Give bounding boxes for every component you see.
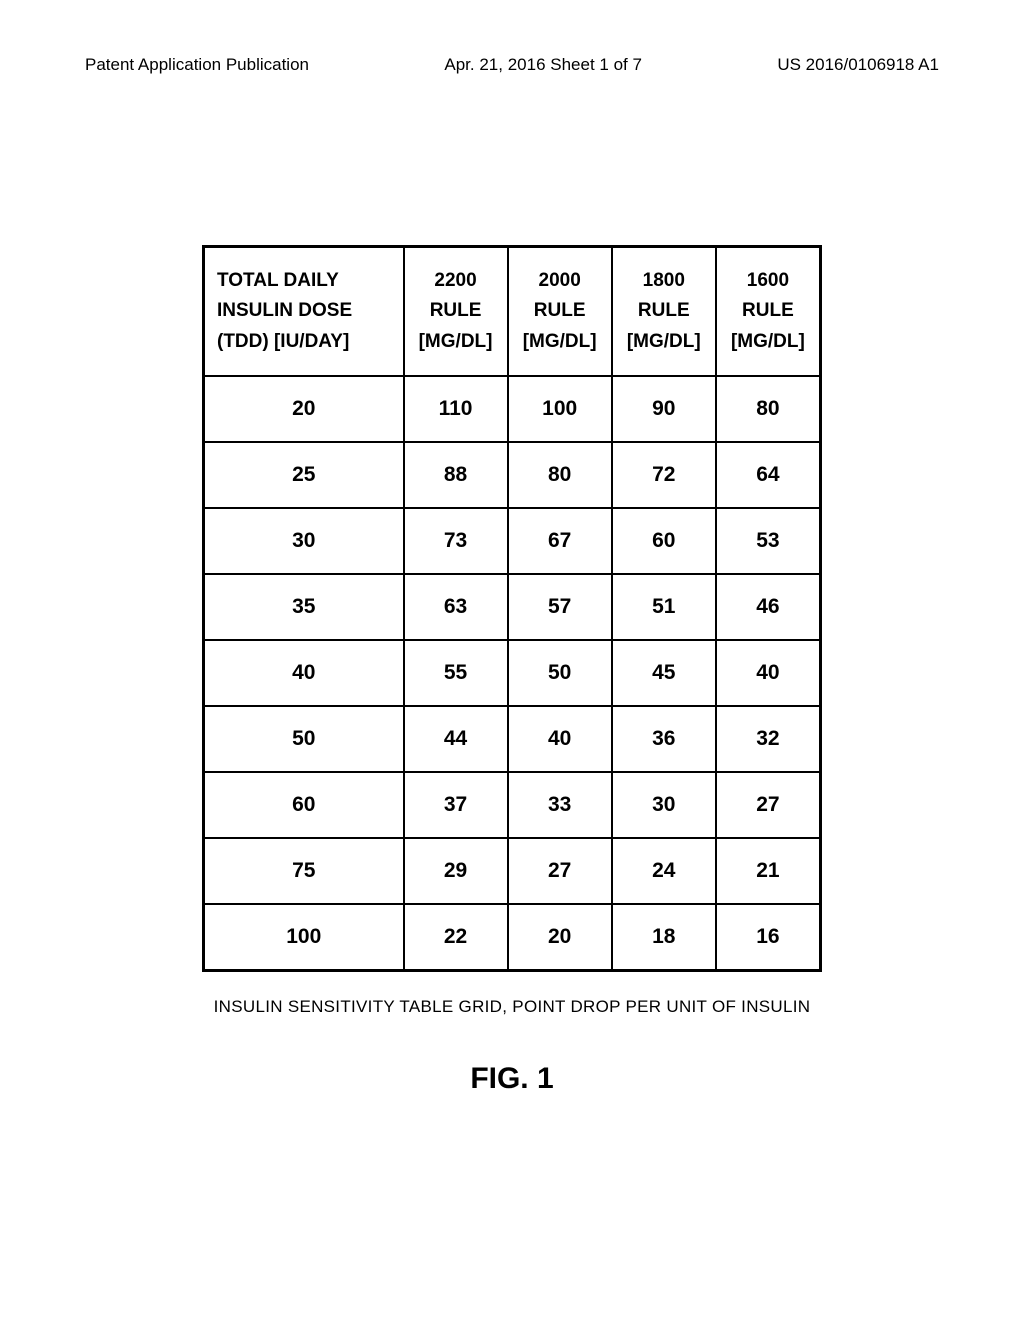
insulin-sensitivity-table: TOTAL DAILY INSULIN DOSE (TDD) [IU/DAY] … <box>202 245 822 972</box>
table-row: 40 55 50 45 40 <box>204 640 821 706</box>
cell-1800: 36 <box>612 706 716 772</box>
cell-2200: 73 <box>404 508 508 574</box>
cell-1600: 32 <box>716 706 821 772</box>
table-caption: INSULIN SENSITIVITY TABLE GRID, POINT DR… <box>202 997 822 1017</box>
cell-2200: 55 <box>404 640 508 706</box>
cell-tdd: 50 <box>204 706 404 772</box>
column-header-tdd: TOTAL DAILY INSULIN DOSE (TDD) [IU/DAY] <box>204 247 404 377</box>
table-row: 60 37 33 30 27 <box>204 772 821 838</box>
cell-tdd: 30 <box>204 508 404 574</box>
cell-2000: 40 <box>508 706 612 772</box>
cell-1600: 64 <box>716 442 821 508</box>
cell-2200: 37 <box>404 772 508 838</box>
cell-2000: 33 <box>508 772 612 838</box>
cell-2000: 27 <box>508 838 612 904</box>
table-header-row: TOTAL DAILY INSULIN DOSE (TDD) [IU/DAY] … <box>204 247 821 377</box>
cell-tdd: 40 <box>204 640 404 706</box>
table-row: 25 88 80 72 64 <box>204 442 821 508</box>
cell-2200: 88 <box>404 442 508 508</box>
cell-1600: 40 <box>716 640 821 706</box>
cell-1800: 45 <box>612 640 716 706</box>
cell-tdd: 60 <box>204 772 404 838</box>
cell-1800: 72 <box>612 442 716 508</box>
table-row: 75 29 27 24 21 <box>204 838 821 904</box>
cell-2200: 29 <box>404 838 508 904</box>
cell-1600: 46 <box>716 574 821 640</box>
table-row: 100 22 20 18 16 <box>204 904 821 971</box>
cell-1800: 24 <box>612 838 716 904</box>
cell-1600: 27 <box>716 772 821 838</box>
header-date-sheet: Apr. 21, 2016 Sheet 1 of 7 <box>444 55 642 75</box>
table-row: 50 44 40 36 32 <box>204 706 821 772</box>
cell-tdd: 25 <box>204 442 404 508</box>
page-header: Patent Application Publication Apr. 21, … <box>0 0 1024 75</box>
cell-tdd: 35 <box>204 574 404 640</box>
column-header-2200-rule: 2200 RULE [MG/DL] <box>404 247 508 377</box>
table-row: 35 63 57 51 46 <box>204 574 821 640</box>
cell-tdd: 75 <box>204 838 404 904</box>
cell-tdd: 20 <box>204 376 404 442</box>
cell-2000: 20 <box>508 904 612 971</box>
column-header-1800-rule: 1800 RULE [MG/DL] <box>612 247 716 377</box>
cell-2000: 57 <box>508 574 612 640</box>
cell-1600: 16 <box>716 904 821 971</box>
header-publication: Patent Application Publication <box>85 55 309 75</box>
cell-2000: 100 <box>508 376 612 442</box>
column-header-2000-rule: 2000 RULE [MG/DL] <box>508 247 612 377</box>
cell-1800: 51 <box>612 574 716 640</box>
cell-tdd: 100 <box>204 904 404 971</box>
cell-1600: 21 <box>716 838 821 904</box>
cell-1600: 80 <box>716 376 821 442</box>
cell-2000: 80 <box>508 442 612 508</box>
header-publication-number: US 2016/0106918 A1 <box>777 55 939 75</box>
cell-2200: 44 <box>404 706 508 772</box>
cell-2000: 67 <box>508 508 612 574</box>
figure-label: FIG. 1 <box>202 1062 822 1096</box>
cell-2200: 110 <box>404 376 508 442</box>
table-body: 20 110 100 90 80 25 88 80 72 64 30 73 67… <box>204 376 821 971</box>
cell-1800: 18 <box>612 904 716 971</box>
table-container: TOTAL DAILY INSULIN DOSE (TDD) [IU/DAY] … <box>202 245 822 1096</box>
cell-1800: 30 <box>612 772 716 838</box>
column-header-1600-rule: 1600 RULE [MG/DL] <box>716 247 821 377</box>
cell-1600: 53 <box>716 508 821 574</box>
table-row: 30 73 67 60 53 <box>204 508 821 574</box>
cell-2200: 22 <box>404 904 508 971</box>
cell-2200: 63 <box>404 574 508 640</box>
table-row: 20 110 100 90 80 <box>204 376 821 442</box>
cell-1800: 90 <box>612 376 716 442</box>
cell-1800: 60 <box>612 508 716 574</box>
cell-2000: 50 <box>508 640 612 706</box>
